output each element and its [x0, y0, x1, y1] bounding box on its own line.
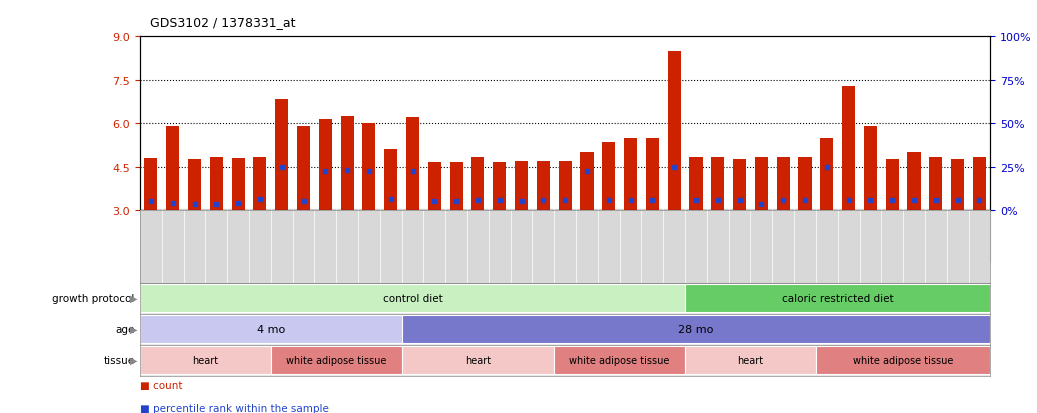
- Text: caloric restricted diet: caloric restricted diet: [782, 293, 894, 304]
- Bar: [537, 161, 550, 211]
- Bar: [951, 160, 964, 211]
- Bar: [209, 157, 223, 211]
- Bar: [864, 127, 877, 211]
- Bar: [231, 159, 245, 211]
- Text: 4 mo: 4 mo: [257, 324, 285, 335]
- Bar: [755, 157, 768, 211]
- Bar: [140, 285, 685, 312]
- Bar: [515, 161, 528, 211]
- Text: growth protocol: growth protocol: [53, 293, 135, 304]
- Text: white adipose tissue: white adipose tissue: [569, 355, 670, 366]
- Bar: [166, 127, 179, 211]
- Bar: [816, 347, 990, 374]
- Bar: [297, 127, 310, 211]
- Bar: [798, 157, 812, 211]
- Bar: [401, 316, 990, 343]
- Bar: [554, 347, 685, 374]
- Bar: [711, 157, 724, 211]
- Bar: [733, 160, 747, 211]
- Bar: [690, 157, 702, 211]
- Bar: [407, 118, 419, 211]
- Bar: [886, 160, 899, 211]
- Bar: [624, 138, 637, 211]
- Text: ▶: ▶: [131, 355, 138, 366]
- Text: age: age: [115, 324, 135, 335]
- Text: heart: heart: [192, 355, 219, 366]
- Text: tissue: tissue: [104, 355, 135, 366]
- Bar: [777, 157, 790, 211]
- Text: ▶: ▶: [131, 293, 138, 304]
- Bar: [384, 150, 397, 211]
- Bar: [144, 159, 158, 211]
- Bar: [907, 153, 921, 211]
- Bar: [646, 138, 658, 211]
- Bar: [428, 163, 441, 211]
- Bar: [362, 124, 375, 211]
- Bar: [581, 153, 593, 211]
- Text: white adipose tissue: white adipose tissue: [853, 355, 953, 366]
- Text: heart: heart: [465, 355, 491, 366]
- Bar: [973, 157, 986, 211]
- Bar: [559, 161, 571, 211]
- Bar: [318, 120, 332, 211]
- Text: heart: heart: [737, 355, 763, 366]
- Bar: [494, 163, 506, 211]
- Bar: [668, 52, 680, 211]
- Bar: [842, 86, 856, 211]
- Bar: [685, 285, 990, 312]
- Bar: [450, 163, 463, 211]
- Text: ■ percentile rank within the sample: ■ percentile rank within the sample: [140, 403, 329, 413]
- Bar: [188, 160, 201, 211]
- Bar: [401, 347, 554, 374]
- Bar: [472, 157, 484, 211]
- Bar: [929, 157, 943, 211]
- Bar: [340, 116, 354, 211]
- Bar: [140, 347, 271, 374]
- Bar: [271, 347, 401, 374]
- Text: ■ count: ■ count: [140, 380, 183, 390]
- Text: 28 mo: 28 mo: [678, 324, 713, 335]
- Bar: [275, 100, 288, 211]
- Text: control diet: control diet: [383, 293, 443, 304]
- Text: white adipose tissue: white adipose tissue: [286, 355, 387, 366]
- Text: GDS3102 / 1378331_at: GDS3102 / 1378331_at: [150, 16, 296, 29]
- Bar: [253, 157, 267, 211]
- Bar: [685, 347, 816, 374]
- Text: ▶: ▶: [131, 324, 138, 335]
- Bar: [602, 143, 615, 211]
- Bar: [140, 316, 401, 343]
- Bar: [820, 138, 834, 211]
